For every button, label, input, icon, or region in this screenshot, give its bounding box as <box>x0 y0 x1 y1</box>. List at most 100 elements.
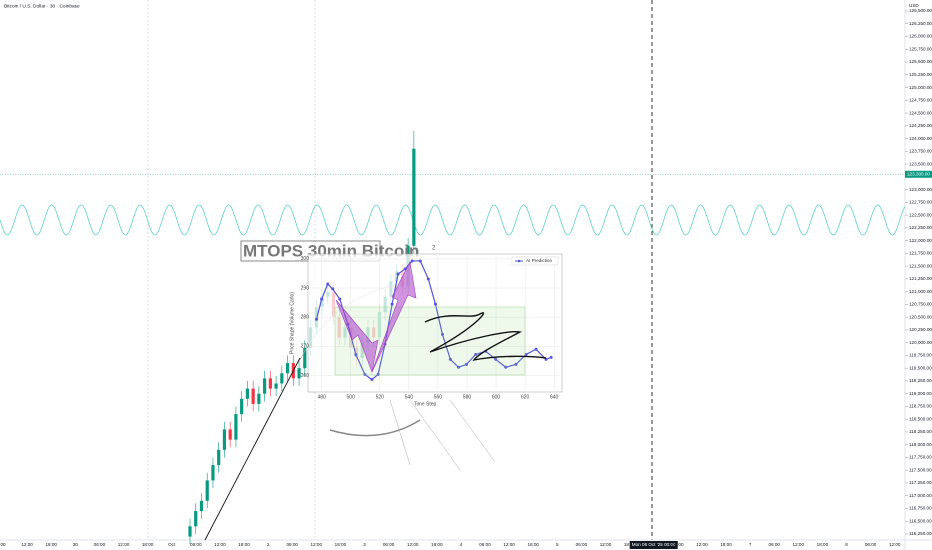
legend-swatch-dot <box>517 259 521 263</box>
x-tick-label: 12:00 <box>696 542 708 547</box>
y-tick-label: 120,750.00 <box>909 302 932 307</box>
x-tick-label: 560 <box>434 394 443 400</box>
x-tick-label: 12:00 <box>889 542 901 547</box>
prediction-point <box>376 373 380 377</box>
y-tick-label: 122,500.00 <box>909 212 932 217</box>
x-tick-label: 06:00 <box>286 542 298 547</box>
candle-body <box>263 378 267 394</box>
candle-body <box>285 363 290 374</box>
scribble <box>424 312 547 362</box>
candle-body <box>222 429 227 450</box>
y-tick-label: 116,500.00 <box>909 518 932 523</box>
y-tick-label: 280 <box>301 315 310 321</box>
y-tick-label: 270 <box>301 344 310 350</box>
prediction-point <box>440 332 444 336</box>
y-tick-label: 122,250.00 <box>909 225 932 230</box>
y-tick-label: 125,500.00 <box>909 59 932 64</box>
y-tick-label: 118,000.00 <box>909 442 932 447</box>
prediction-point <box>326 282 330 286</box>
x-axis-label: Time Step <box>414 401 437 407</box>
prediction-point <box>410 259 414 263</box>
y-tick-label: 117,250.00 <box>909 480 932 485</box>
y-tick-label: 125,750.00 <box>909 46 932 51</box>
prediction-point <box>315 317 319 321</box>
y-tick-label: 122,750.00 <box>909 200 932 205</box>
x-tick-label: 8 <box>845 542 848 547</box>
y-tick-label: 123,000.00 <box>909 187 932 192</box>
candle-body <box>188 526 192 537</box>
y-tick-label: 117,750.00 <box>909 455 932 460</box>
y-tick-label: 124,250.00 <box>909 123 932 128</box>
y-tick-label: 126,250.00 <box>909 21 932 26</box>
axes: 126,500.00 126,250.00 126,000.00 125,750.00… <box>0 8 932 549</box>
x-tick-label: 18:00 <box>335 542 347 547</box>
candle-body <box>194 511 198 527</box>
y-tick-label: 123,500.00 <box>909 161 932 166</box>
x-tick-label: 18:00 <box>817 542 829 547</box>
prediction-point <box>433 302 437 306</box>
prediction-point <box>390 302 394 306</box>
y-axis-label: Price Shape (Volume Carlo) <box>289 292 295 354</box>
prediction-point <box>544 357 548 361</box>
prediction-point <box>514 362 518 366</box>
x-tick-label: 30 <box>73 542 79 547</box>
x-tick-label: 640 <box>550 394 559 400</box>
y-tick-label: 124,000.00 <box>909 136 932 141</box>
y-tick-label: 290 <box>301 285 310 291</box>
y-tick-label: 117,500.00 <box>909 467 932 472</box>
wave-marker: 2 <box>432 246 436 252</box>
x-tick-label: 06:00 <box>383 542 395 547</box>
candle-body <box>211 465 215 481</box>
time-highlight <box>629 541 678 549</box>
y-tick-label: 118,500.00 <box>909 416 932 421</box>
y-tick-label: 118,750.00 <box>909 404 932 409</box>
prediction-point <box>331 287 335 291</box>
x-tick-label: 600 <box>492 394 501 400</box>
x-tick-label: 12:00 <box>214 542 226 547</box>
prediction-point <box>474 352 478 356</box>
x-tick-label: 06:00 <box>576 542 588 547</box>
x-tick-label: 18:00 <box>45 542 57 547</box>
fib-line <box>409 399 461 471</box>
y-tick-label: 116,250.00 <box>909 531 932 536</box>
y-tick-label: 260 <box>301 373 310 379</box>
prediction-point <box>504 365 508 369</box>
x-tick-label: 500 <box>347 394 356 400</box>
candle-body <box>412 148 416 246</box>
x-tick-label: 18:00 <box>527 542 539 547</box>
current-price-tag <box>905 170 932 178</box>
y-tick-label: 119,000.00 <box>909 391 932 396</box>
candle-body <box>245 388 249 399</box>
x-tick-label: 06:00 <box>865 542 877 547</box>
current-price-label: 123,300.00 <box>907 171 930 176</box>
x-tick-label: 06:00 <box>190 542 202 547</box>
fib-line <box>389 399 411 466</box>
y-tick-label: 122,000.00 <box>909 238 932 243</box>
y-tick-label: 121,500.00 <box>909 263 932 268</box>
prediction-point <box>494 357 498 361</box>
y-tick-label: 125,250.00 <box>909 72 932 77</box>
y-tick-label: 116,750.00 <box>909 506 932 511</box>
x-tick-label: 12:00 <box>21 542 33 547</box>
y-tick-label: 126,500.00 <box>909 8 932 13</box>
y-tick-label: 119,750.00 <box>909 353 932 358</box>
prediction-point <box>338 297 342 301</box>
x-tick-label: 00 <box>0 542 6 547</box>
cycle-wave <box>0 204 906 236</box>
prediction-point <box>448 357 452 361</box>
y-tick-label: 121,750.00 <box>909 251 932 256</box>
fib-line <box>449 399 496 463</box>
candle-body <box>297 368 301 379</box>
prediction-point <box>396 272 400 276</box>
candle-body <box>240 398 244 415</box>
x-tick-label: 7 <box>749 542 752 547</box>
x-tick-label: 3 <box>363 542 366 547</box>
prediction-point <box>354 352 358 356</box>
y-tick-label: 300 <box>301 256 310 262</box>
x-tick-label: 4 <box>460 542 463 547</box>
legend-box <box>511 256 559 266</box>
y-tick-label: 120,250.00 <box>909 327 932 332</box>
x-tick-label: 06:00 <box>672 542 684 547</box>
y-tick-label: 121,250.00 <box>909 276 932 281</box>
